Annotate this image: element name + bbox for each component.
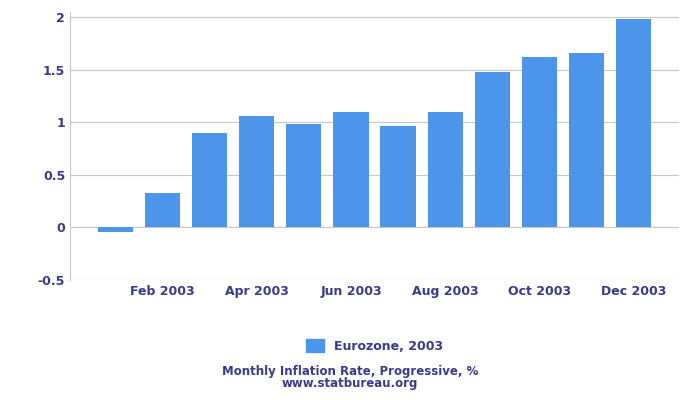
Text: Monthly Inflation Rate, Progressive, %: Monthly Inflation Rate, Progressive, %	[222, 366, 478, 378]
Text: www.statbureau.org: www.statbureau.org	[282, 378, 418, 390]
Bar	[333, 112, 369, 228]
Bar	[475, 72, 510, 228]
Bar	[192, 133, 228, 228]
Legend: Eurozone, 2003: Eurozone, 2003	[300, 334, 449, 358]
Bar	[98, 228, 133, 232]
Bar	[569, 53, 604, 228]
Bar	[286, 124, 321, 228]
Bar	[522, 57, 557, 228]
Bar	[428, 112, 463, 228]
Bar	[380, 126, 416, 228]
Bar	[239, 116, 274, 228]
Bar	[616, 19, 651, 228]
Bar	[145, 193, 180, 228]
